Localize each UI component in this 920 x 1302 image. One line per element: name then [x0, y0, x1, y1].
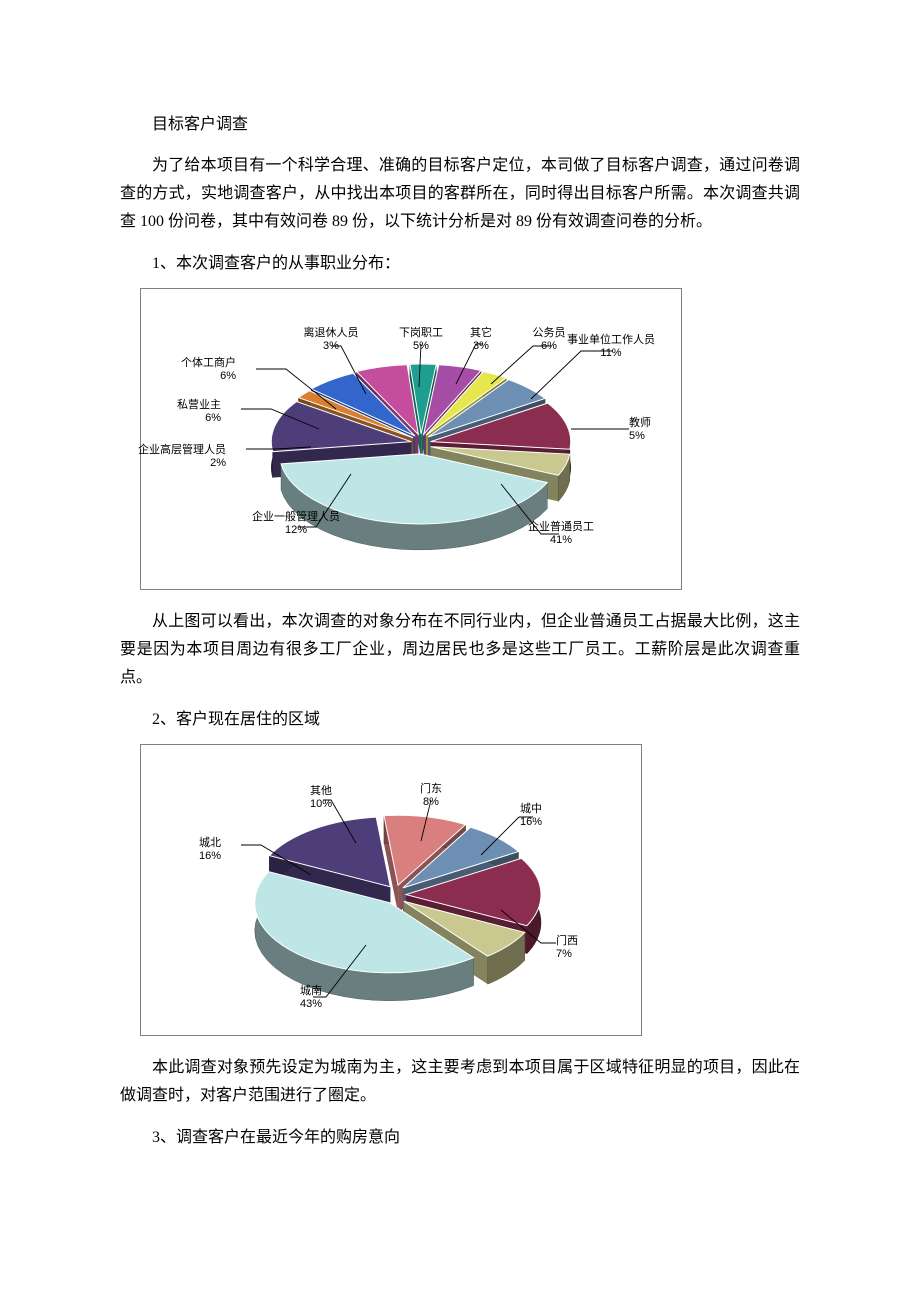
pie-label: 下岗职工5% [399, 327, 443, 353]
pie-label-text: 其他 [310, 785, 332, 797]
pie-label: 其他10% [310, 785, 332, 811]
pie-label-pct: 43% [300, 998, 322, 1011]
pie-label-pct: 3% [470, 340, 492, 353]
pie-label-pct: 7% [556, 948, 578, 961]
pie-label-text: 门东 [420, 783, 442, 795]
pie-label-text: 企业普通员工 [528, 521, 594, 533]
doc-title: 目标客户调查 [120, 110, 800, 134]
section-1-heading: 1、本次调查客户的从事职业分布： [120, 250, 800, 278]
pie-label-text: 教师 [629, 417, 651, 429]
pie-label-pct: 5% [399, 340, 443, 353]
pie-label-text: 其它 [470, 327, 492, 339]
pie-label: 城中16% [520, 803, 542, 829]
section-2-analysis: 本此调查对象预先设定为城南为主，这主要考虑到本项目属于区域特征明显的项目，因此在… [120, 1054, 800, 1110]
document-page: 目标客户调查 为了给本项目有一个科学合理、准确的目标客户定位，本司做了目标客户调… [0, 0, 920, 1222]
pie-label: 公务员6% [533, 327, 566, 353]
occupation-pie-chart: 公务员6%事业单位工作人员11%教师5%企业普通员工41%企业一般管理人员12%… [140, 288, 682, 590]
pie-label: 企业普通员工41% [528, 521, 594, 547]
pie-label-text: 企业高层管理人员 [138, 444, 226, 456]
section-2-heading: 2、客户现在居住的区域 [120, 706, 800, 734]
pie-label-pct: 3% [304, 340, 359, 353]
pie-label-text: 企业一般管理人员 [252, 511, 340, 523]
pie-label-text: 公务员 [533, 327, 566, 339]
pie-label: 门东8% [420, 783, 442, 809]
pie-label-text: 下岗职工 [399, 327, 443, 339]
region-pie-chart: 门东8%城中16%门西7%城南43%城北16%其他10% [140, 744, 642, 1036]
section-3-heading: 3、调查客户在最近今年的购房意向 [120, 1124, 800, 1152]
intro-paragraph: 为了给本项目有一个科学合理、准确的目标客户定位，本司做了目标客户调查，通过问卷调… [120, 152, 800, 236]
pie-label: 企业高层管理人员2% [138, 444, 226, 470]
pie-label-text: 城北 [199, 837, 221, 849]
pie-label-pct: 16% [199, 850, 221, 863]
pie-label-pct: 10% [310, 798, 332, 811]
pie-label-pct: 6% [533, 340, 566, 353]
section-1-analysis: 从上图可以看出，本次调查的对象分布在不同行业内，但企业普通员工占据最大比例，这主… [120, 608, 800, 692]
pie-label: 私营业主6% [177, 399, 221, 425]
pie-label: 门西7% [556, 935, 578, 961]
pie-label: 离退休人员3% [304, 327, 359, 353]
pie-label-pct: 5% [629, 430, 651, 443]
pie-label-pct: 12% [252, 524, 340, 537]
pie-label-pct: 8% [420, 796, 442, 809]
pie-label-pct: 6% [177, 412, 221, 425]
pie-label: 城北16% [199, 837, 221, 863]
pie-label-pct: 6% [181, 370, 236, 383]
pie-label-text: 事业单位工作人员 [567, 334, 655, 346]
pie-label: 教师5% [629, 417, 651, 443]
pie-label-pct: 16% [520, 816, 542, 829]
pie-label: 城南43% [300, 985, 322, 1011]
pie-label-text: 城中 [520, 803, 542, 815]
pie-svg [141, 745, 641, 1035]
pie-label-text: 门西 [556, 935, 578, 947]
pie-label-text: 私营业主 [177, 399, 221, 411]
pie-label: 事业单位工作人员11% [567, 334, 655, 360]
pie-label-text: 个体工商户 [181, 357, 236, 369]
pie-label-text: 离退休人员 [304, 327, 359, 339]
pie-label: 其它3% [470, 327, 492, 353]
pie-label: 企业一般管理人员12% [252, 511, 340, 537]
pie-label: 个体工商户6% [181, 357, 236, 383]
pie-label-pct: 41% [528, 534, 594, 547]
pie-label-pct: 2% [138, 457, 226, 470]
pie-label-pct: 11% [567, 347, 655, 360]
pie-label-text: 城南 [300, 985, 322, 997]
